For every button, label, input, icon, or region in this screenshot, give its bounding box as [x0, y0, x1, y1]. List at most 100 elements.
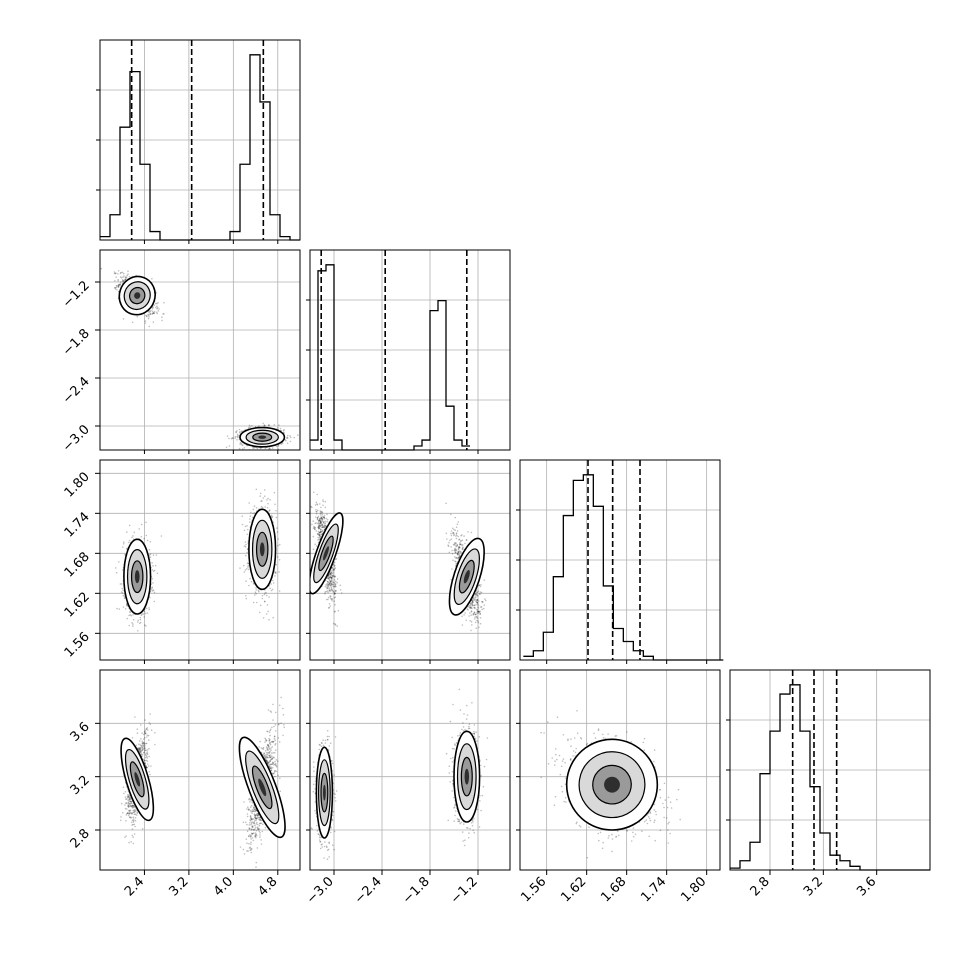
sample-point [156, 572, 159, 575]
sample-point [151, 312, 154, 315]
sample-point [320, 528, 322, 531]
sample-point [277, 444, 280, 447]
sample-point [253, 512, 256, 514]
sample-point [266, 604, 269, 606]
sample-point [286, 437, 288, 440]
sample-point [325, 586, 328, 589]
sample-point [327, 587, 329, 589]
sample-point [128, 624, 131, 627]
sample-point [267, 424, 270, 427]
sample-point [125, 276, 128, 279]
sample-point [325, 525, 327, 527]
sample-point [319, 512, 322, 514]
sample-point [321, 511, 324, 514]
sample-point [477, 609, 479, 611]
sample-point [326, 513, 328, 516]
sample-point [259, 495, 262, 497]
sample-point [163, 313, 165, 315]
sample-point [317, 515, 320, 518]
sample-point [330, 578, 333, 581]
sample-point [272, 616, 275, 619]
sample-point [326, 580, 329, 583]
sample-point [155, 292, 158, 294]
sample-point [329, 579, 331, 582]
sample-point [477, 590, 480, 593]
sample-point [445, 532, 448, 535]
sample-point [241, 430, 243, 432]
sample-point [481, 601, 484, 604]
sample-point [322, 522, 325, 524]
sample-point [334, 624, 337, 626]
scatter-panel-1-0 [99, 249, 301, 451]
sample-point [454, 544, 457, 546]
sample-point [121, 592, 124, 594]
sample-point [246, 525, 248, 527]
sample-point [321, 524, 323, 527]
sample-point [247, 564, 250, 567]
sample-point [318, 531, 321, 534]
sample-point [267, 497, 269, 500]
sample-point [277, 445, 280, 448]
sample-point [267, 610, 269, 613]
sample-point [323, 526, 326, 528]
sample-point [270, 583, 272, 585]
sample-point [333, 582, 336, 584]
sample-point [476, 598, 479, 601]
sample-point [315, 545, 318, 547]
sample-point [460, 543, 462, 546]
sample-point [326, 520, 328, 523]
sample-point [263, 489, 266, 491]
sample-point [318, 533, 321, 536]
sample-point [275, 516, 278, 519]
sample-point [330, 580, 333, 582]
sample-point [143, 616, 145, 618]
sample-point [322, 516, 325, 519]
sample-point [479, 585, 482, 588]
sample-point [132, 613, 134, 616]
sample-point [122, 589, 124, 592]
sample-point [330, 572, 333, 575]
sample-point [118, 608, 121, 610]
sample-point [246, 568, 248, 570]
sample-point [275, 445, 278, 448]
sample-point [319, 519, 321, 522]
sample-point [265, 613, 268, 615]
sample-point [149, 310, 151, 313]
sample-point [476, 599, 478, 601]
sample-point [460, 551, 462, 554]
sample-point [319, 513, 322, 515]
sample-point [119, 276, 122, 278]
sample-point [469, 607, 472, 609]
sample-point [320, 524, 323, 526]
sample-point [323, 525, 326, 527]
panel-content [100, 460, 300, 660]
sample-point [148, 316, 150, 318]
sample-point [334, 575, 337, 578]
sample-point [321, 524, 324, 526]
sample-point [151, 590, 154, 592]
panel-frame [99, 459, 301, 661]
sample-point [321, 515, 324, 518]
sample-point [255, 593, 257, 595]
sample-point [118, 283, 120, 286]
sample-point [268, 618, 270, 621]
sample-point [289, 440, 292, 443]
sample-point [269, 587, 271, 590]
sample-point [319, 522, 322, 525]
sample-point [480, 606, 483, 608]
sample-point [321, 510, 323, 513]
sample-point [334, 592, 336, 595]
sample-point [263, 495, 266, 498]
sample-point [479, 612, 482, 615]
sample-point [149, 312, 152, 315]
sample-point [246, 562, 249, 564]
sample-point [131, 622, 133, 624]
sample-point [115, 276, 117, 278]
sample-point [318, 526, 321, 528]
sample-point [140, 614, 143, 616]
sample-point [149, 541, 152, 543]
sample-point [161, 319, 163, 322]
sample-point [264, 506, 267, 508]
sample-point [123, 280, 125, 282]
sample-point [311, 506, 313, 509]
